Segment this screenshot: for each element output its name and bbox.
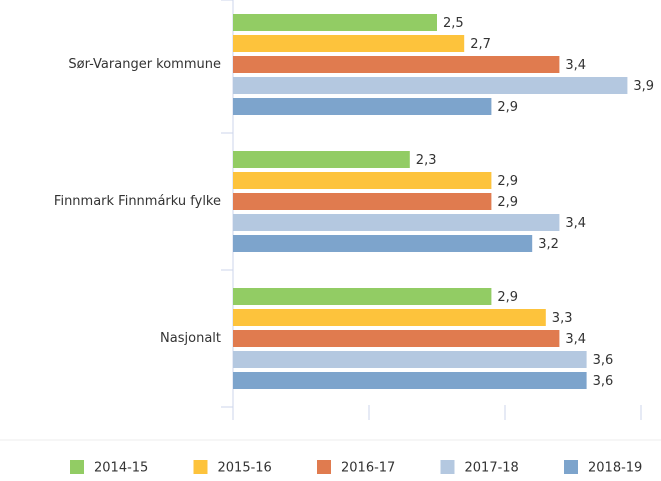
value-label: 2,9 xyxy=(497,195,518,210)
legend-swatch xyxy=(70,460,84,474)
legend-swatch xyxy=(193,460,208,474)
value-label: 2,7 xyxy=(470,37,491,52)
value-label: 3,2 xyxy=(538,237,559,252)
value-label: 3,4 xyxy=(565,58,586,73)
value-label: 3,6 xyxy=(593,374,614,389)
bar xyxy=(233,35,465,52)
value-label: 3,9 xyxy=(633,79,654,94)
bar xyxy=(233,330,560,347)
bar xyxy=(233,172,492,189)
legend-label: 2016-17 xyxy=(341,461,395,476)
bar xyxy=(233,14,437,31)
bar xyxy=(233,372,587,389)
legend-swatch xyxy=(317,460,331,474)
category-label: Sør-Varanger kommune xyxy=(68,57,221,72)
legend-swatch xyxy=(440,460,455,474)
value-label: 2,9 xyxy=(497,174,518,189)
legend-label: 2014-15 xyxy=(94,461,148,476)
value-label: 2,3 xyxy=(416,153,437,168)
bar xyxy=(233,309,546,326)
bar xyxy=(233,214,560,231)
legend-label: 2015-16 xyxy=(218,461,272,476)
value-label: 2,9 xyxy=(497,100,518,115)
category-label: Nasjonalt xyxy=(160,331,221,346)
category-label: Finnmark Finnmárku fylke xyxy=(54,194,221,209)
bar xyxy=(233,235,533,252)
bar xyxy=(233,193,492,210)
value-label: 3,4 xyxy=(565,332,586,347)
bar xyxy=(233,288,492,305)
value-label: 2,9 xyxy=(497,290,518,305)
value-label: 2,5 xyxy=(443,16,464,31)
bar xyxy=(233,151,410,168)
value-label: 3,3 xyxy=(552,311,573,326)
legend-swatch xyxy=(564,460,578,474)
legend-label: 2017-18 xyxy=(465,461,519,476)
bar xyxy=(233,98,492,115)
bar xyxy=(233,351,587,368)
value-label: 3,4 xyxy=(565,216,586,231)
bar xyxy=(233,77,628,94)
legend-label: 2018-19 xyxy=(588,461,642,476)
value-label: 3,6 xyxy=(593,353,614,368)
bar xyxy=(233,56,560,73)
